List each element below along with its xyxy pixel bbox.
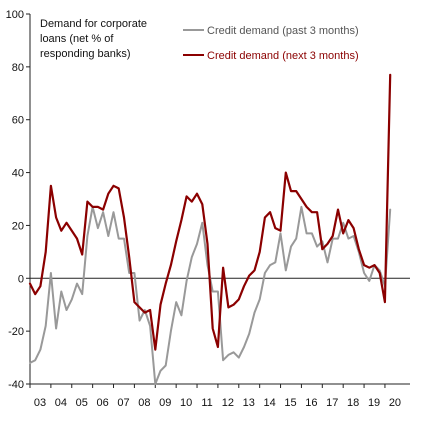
y-tick-label: 60 [12,115,24,127]
x-tick-label: 20 [389,397,401,409]
legend: Credit demand (past 3 months) Credit dem… [183,25,359,62]
x-tick-label: 13 [243,397,255,409]
x-tick-label: 15 [284,397,296,409]
x-tick-label: 17 [326,397,338,409]
x-tick-label: 04 [55,397,67,409]
y-tick-label: 80 [12,62,24,74]
y-tick-label: 20 [12,220,24,232]
axis-layer: -40 -20 0 20 40 60 80 100 03 04 05 06 07 08 09 10 11 12 13… [6,9,410,409]
y-tick-label: -40 [8,379,24,391]
y-tick-label: -20 [8,326,24,338]
x-tick-label: 09 [159,397,171,409]
y-axis-label-line: Demand for corporate [40,18,147,30]
y-axis-label-line: responding banks) [40,48,131,60]
series-layer [28,73,392,385]
x-tick-label: 12 [222,397,234,409]
x-tick-label: 18 [347,397,359,409]
x-tick-label: 16 [305,397,317,409]
x-tick-label: 03 [34,397,46,409]
x-tick-label: 11 [201,397,212,409]
legend-label-next: Credit demand (next 3 months) [207,50,359,62]
x-tick-label: 14 [264,397,276,409]
y-axis-label-line: loans (net % of [40,33,114,45]
x-tick-label: 08 [138,397,150,409]
legend-label-past: Credit demand (past 3 months) [207,25,359,37]
x-tick-label: 05 [76,397,88,409]
x-tick-label: 10 [180,397,192,409]
y-tick-label: 100 [6,9,24,21]
x-tick-label: 07 [117,397,129,409]
series-line-next-3-months [28,73,392,351]
x-tick-label: 06 [97,397,109,409]
y-tick-label: 0 [18,273,24,285]
y-axis-label: Demand for corporate loans (net % of res… [40,18,147,60]
y-tick-label: 40 [12,168,24,180]
x-tick-label: 19 [368,397,380,409]
